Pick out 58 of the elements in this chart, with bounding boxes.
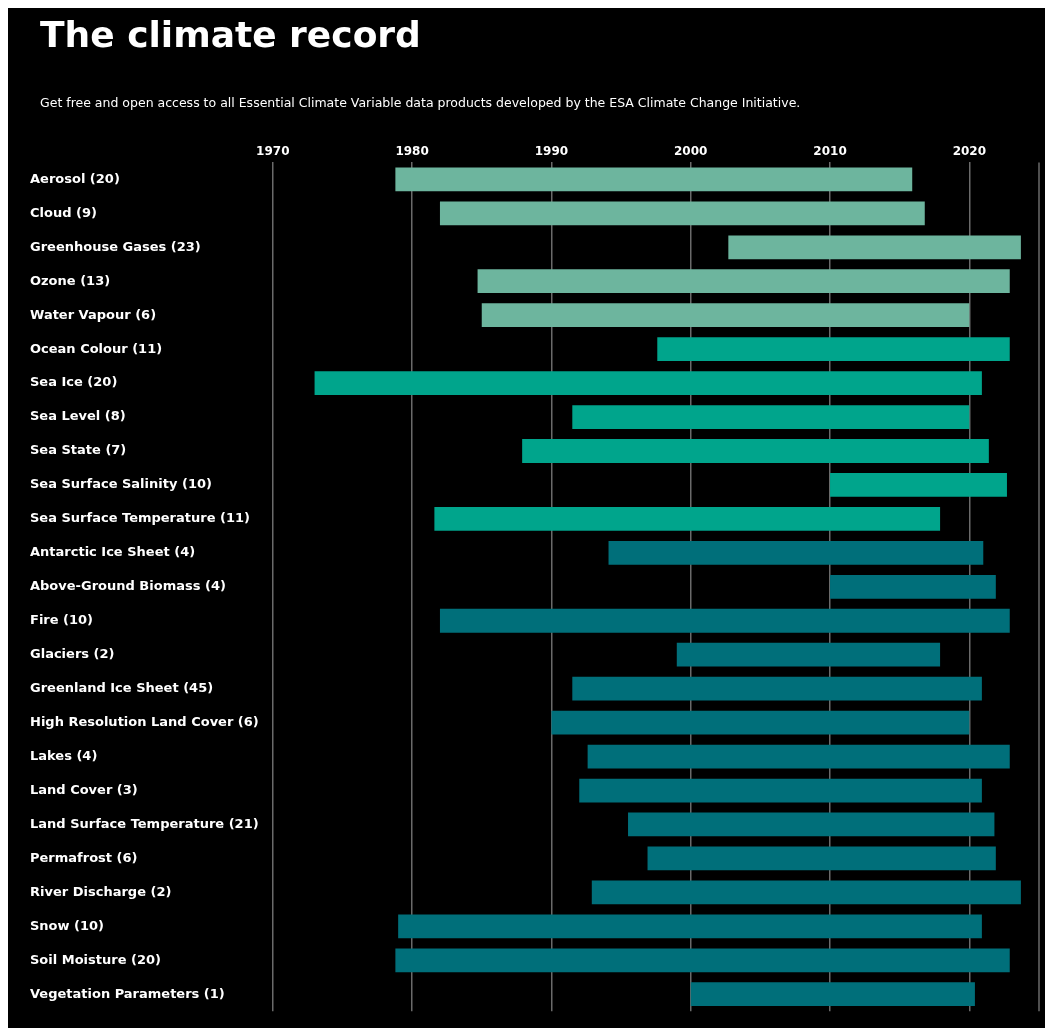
y-tick-label: Sea State (7) xyxy=(30,442,127,458)
bar xyxy=(439,608,1010,633)
y-tick-label: Snow (10) xyxy=(30,917,105,933)
bar xyxy=(647,846,996,871)
bar xyxy=(572,405,970,429)
y-tick-label: Sea Ice (20) xyxy=(30,374,118,390)
bar xyxy=(657,337,1010,362)
bar xyxy=(477,269,1010,294)
bar xyxy=(439,201,925,226)
y-tick-label: Fire (10) xyxy=(30,612,94,628)
bar xyxy=(395,167,913,192)
x-tick-label: 1990 xyxy=(534,144,569,159)
chart-title: The climate record xyxy=(39,13,422,55)
bar xyxy=(728,235,1021,260)
y-tick-label: Antarctic Ice Sheet (4) xyxy=(30,544,196,560)
y-tick-label: Ozone (13) xyxy=(30,272,111,288)
chart-subtitle: Get free and open access to all Essential Climate Variable data products developed by the ESA Climate Change Initiative. xyxy=(39,94,802,110)
bar xyxy=(608,540,984,565)
x-tick-label: 2010 xyxy=(813,144,847,159)
y-tick-label: Water Vapour (6) xyxy=(30,306,157,322)
bar xyxy=(830,473,1007,497)
y-tick-label: Greenland Ice Sheet (45) xyxy=(30,680,214,696)
y-tick-label: High Resolution Land Cover (6) xyxy=(30,713,259,729)
bar xyxy=(690,982,975,1007)
y-tick-label: River Discharge (2) xyxy=(30,883,172,899)
y-tick-label: Aerosol (20) xyxy=(30,170,120,186)
y-tick-label: Cloud (9) xyxy=(30,204,97,220)
x-tick-label: 2020 xyxy=(952,144,987,159)
y-tick-label: Vegetation Parameters (1) xyxy=(30,985,225,1001)
y-tick-label: Glaciers (2) xyxy=(30,646,115,662)
x-tick-label: 1970 xyxy=(256,144,290,159)
bar xyxy=(434,507,941,531)
y-tick-label: Lakes (4) xyxy=(30,747,98,763)
x-tick-label: 2000 xyxy=(674,144,708,159)
bar xyxy=(628,812,995,837)
bar xyxy=(551,710,970,735)
y-tick-label: Soil Moisture (20) xyxy=(30,951,161,967)
bar xyxy=(398,914,982,939)
y-tick-label: Sea Surface Temperature (11) xyxy=(30,510,250,526)
y-tick-label: Sea Surface Salinity (10) xyxy=(30,476,212,492)
y-tick-label: Land Surface Temperature (21) xyxy=(30,815,259,831)
y-tick-label: Sea Level (8) xyxy=(30,408,126,424)
bar xyxy=(572,676,982,701)
y-tick-label: Ocean Colour (11) xyxy=(30,340,163,356)
bar xyxy=(481,303,970,328)
x-tick-label: 1980 xyxy=(395,144,429,159)
bar xyxy=(314,371,982,395)
bar xyxy=(676,642,941,667)
bar xyxy=(830,574,996,599)
bar xyxy=(579,778,982,803)
bar xyxy=(522,439,989,463)
bar xyxy=(395,948,1010,973)
y-tick-label: Above-Ground Biomass (4) xyxy=(30,578,226,594)
bar xyxy=(587,744,1010,769)
y-tick-label: Land Cover (3) xyxy=(30,781,138,797)
y-tick-label: Permafrost (6) xyxy=(30,849,138,865)
y-tick-label: Greenhouse Gases (23) xyxy=(30,238,201,254)
bar xyxy=(591,880,1021,905)
